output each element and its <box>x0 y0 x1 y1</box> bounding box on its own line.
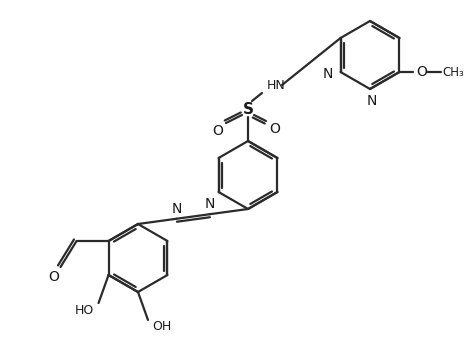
Text: O: O <box>270 122 280 136</box>
Text: N: N <box>322 67 333 81</box>
Text: O: O <box>212 124 223 138</box>
Text: O: O <box>416 65 427 79</box>
Text: O: O <box>48 270 59 284</box>
Text: CH₃: CH₃ <box>443 65 464 79</box>
Text: N: N <box>171 202 182 216</box>
Text: HN: HN <box>267 79 285 91</box>
Text: OH: OH <box>153 321 172 333</box>
Text: HO: HO <box>75 303 94 317</box>
Text: N: N <box>205 197 215 211</box>
Text: S: S <box>242 101 254 116</box>
Text: N: N <box>367 94 377 108</box>
